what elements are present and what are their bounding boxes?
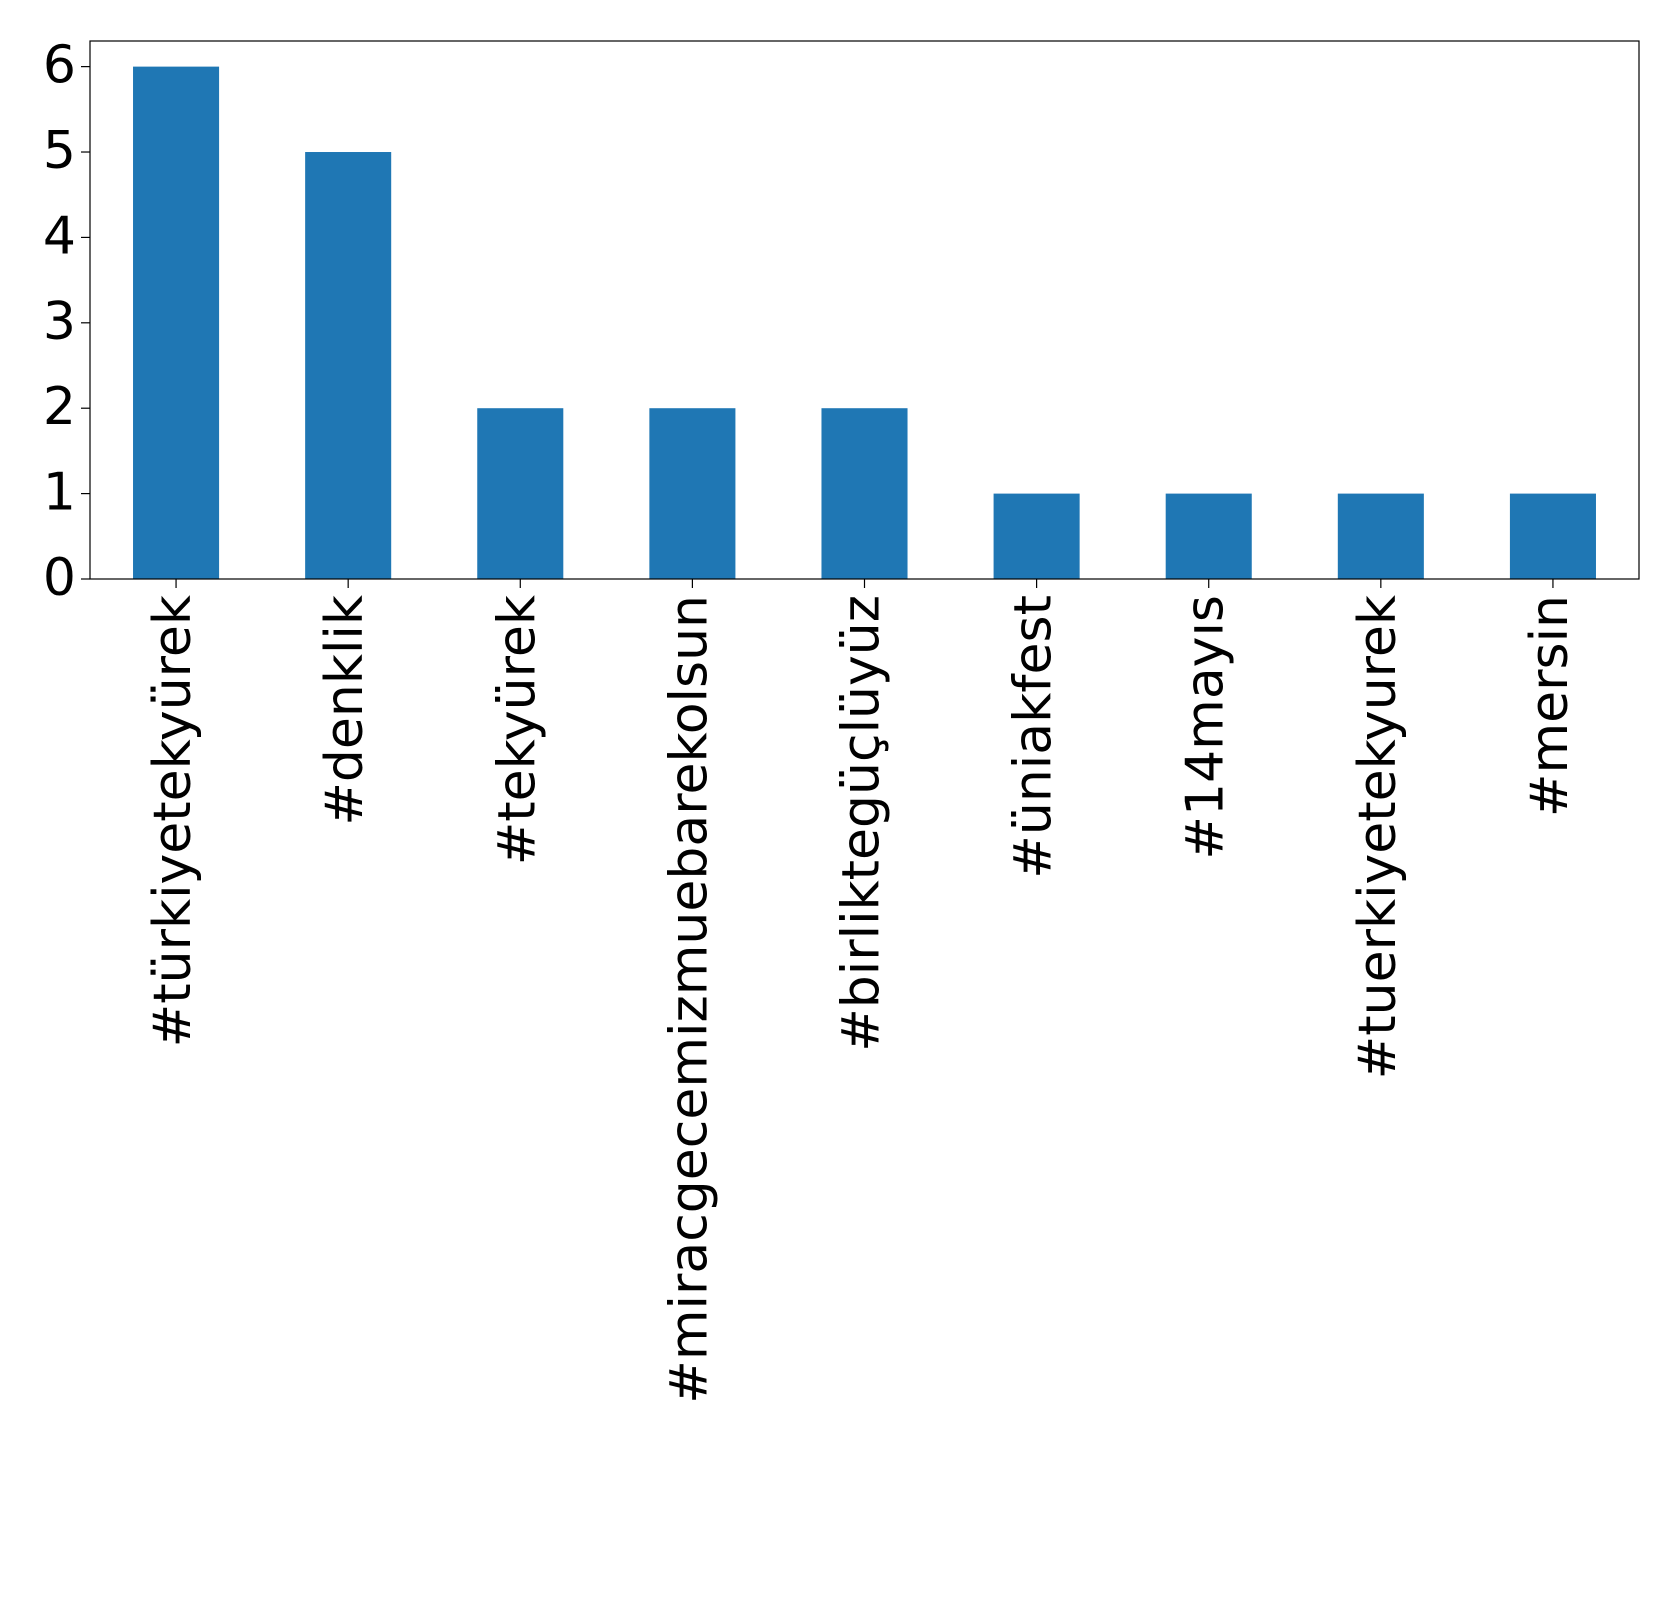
- plot-frame: [89, 40, 1640, 580]
- bar: [821, 408, 908, 579]
- x-tick-label: #miracgecemizmuebarekolsun: [659, 595, 719, 1404]
- bar: [305, 152, 392, 579]
- y-tick-label: 5: [43, 121, 76, 181]
- y-tick-label: 0: [43, 548, 76, 608]
- x-tick-label: #birliktegüçlüyüz: [832, 595, 892, 1052]
- x-tick-label: #mersin: [1520, 595, 1580, 817]
- x-tick-label: #denklik: [315, 595, 375, 826]
- y-tick-label: 3: [43, 292, 76, 352]
- x-tick-label: #türkiyetekyürek: [143, 595, 203, 1047]
- y-tick-label: 2: [43, 377, 76, 437]
- bar: [133, 66, 220, 580]
- x-tick-label: #üniakfest: [1004, 595, 1064, 879]
- bar: [1509, 493, 1596, 579]
- bar: [1337, 493, 1424, 579]
- y-tick-label: 6: [43, 36, 76, 96]
- bar: [649, 408, 736, 579]
- bar: [477, 408, 564, 579]
- y-tick-label: 4: [43, 206, 76, 266]
- x-tick-label: #14mayıs: [1176, 595, 1236, 860]
- x-tick-label: #tuerkiyetekyurek: [1348, 595, 1408, 1079]
- x-tick-label: #tekyürek: [487, 595, 547, 865]
- bar: [993, 493, 1080, 579]
- bar: [1165, 493, 1252, 579]
- y-tick-label: 1: [43, 463, 76, 523]
